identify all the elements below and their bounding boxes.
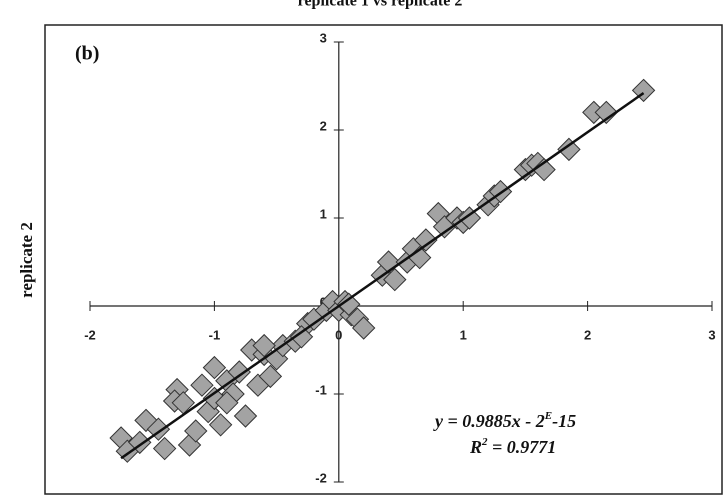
y-tick-label: 2 [320,118,327,133]
x-tick-label: 2 [584,327,591,342]
data-point [208,413,233,437]
data-point [457,206,482,230]
data-point [351,316,376,340]
r-squared-part: = 0.9771 [488,437,557,457]
r-squared: R2 = 0.9771 [469,436,556,458]
y-tick-label: -2 [315,470,327,485]
data-point [289,325,314,349]
chart-title: replicate 1 vs replicate 2 [298,0,463,10]
x-tick-label: -1 [209,327,221,342]
data-point [252,333,276,358]
trendline [120,92,645,460]
y-tick-label: 1 [320,206,327,221]
data-point [202,355,227,380]
data-point [258,364,283,389]
data-point [184,419,208,443]
data-point [233,404,258,428]
y-tick-label: 3 [320,30,327,45]
data-point [414,228,438,252]
data-point [594,100,618,125]
data-point [190,373,214,397]
data-point [383,267,407,292]
equation-part: y = 0.9885x - 2 [433,411,545,431]
x-tick-label: 3 [708,327,715,342]
equation-sup: E [544,410,552,422]
data-point [215,391,239,415]
r-squared-sup: 2 [481,436,488,448]
panel-label: (b) [75,43,99,65]
plot-frame [44,24,723,495]
data-point [227,360,251,384]
equation: y = 0.9885x - 2E-15 [433,410,576,432]
data-point [152,436,177,461]
y-axis-label: replicate 2 [17,222,36,298]
x-tick-label: -2 [84,327,96,342]
x-tick-label: 0 [335,327,342,342]
equation-part: -15 [552,411,576,431]
data-point [557,137,581,162]
y-tick-label: -1 [315,382,327,397]
r-squared-part: R [469,437,482,457]
data-point [532,157,556,182]
x-tick-label: 1 [460,327,467,342]
data-point [337,292,361,316]
